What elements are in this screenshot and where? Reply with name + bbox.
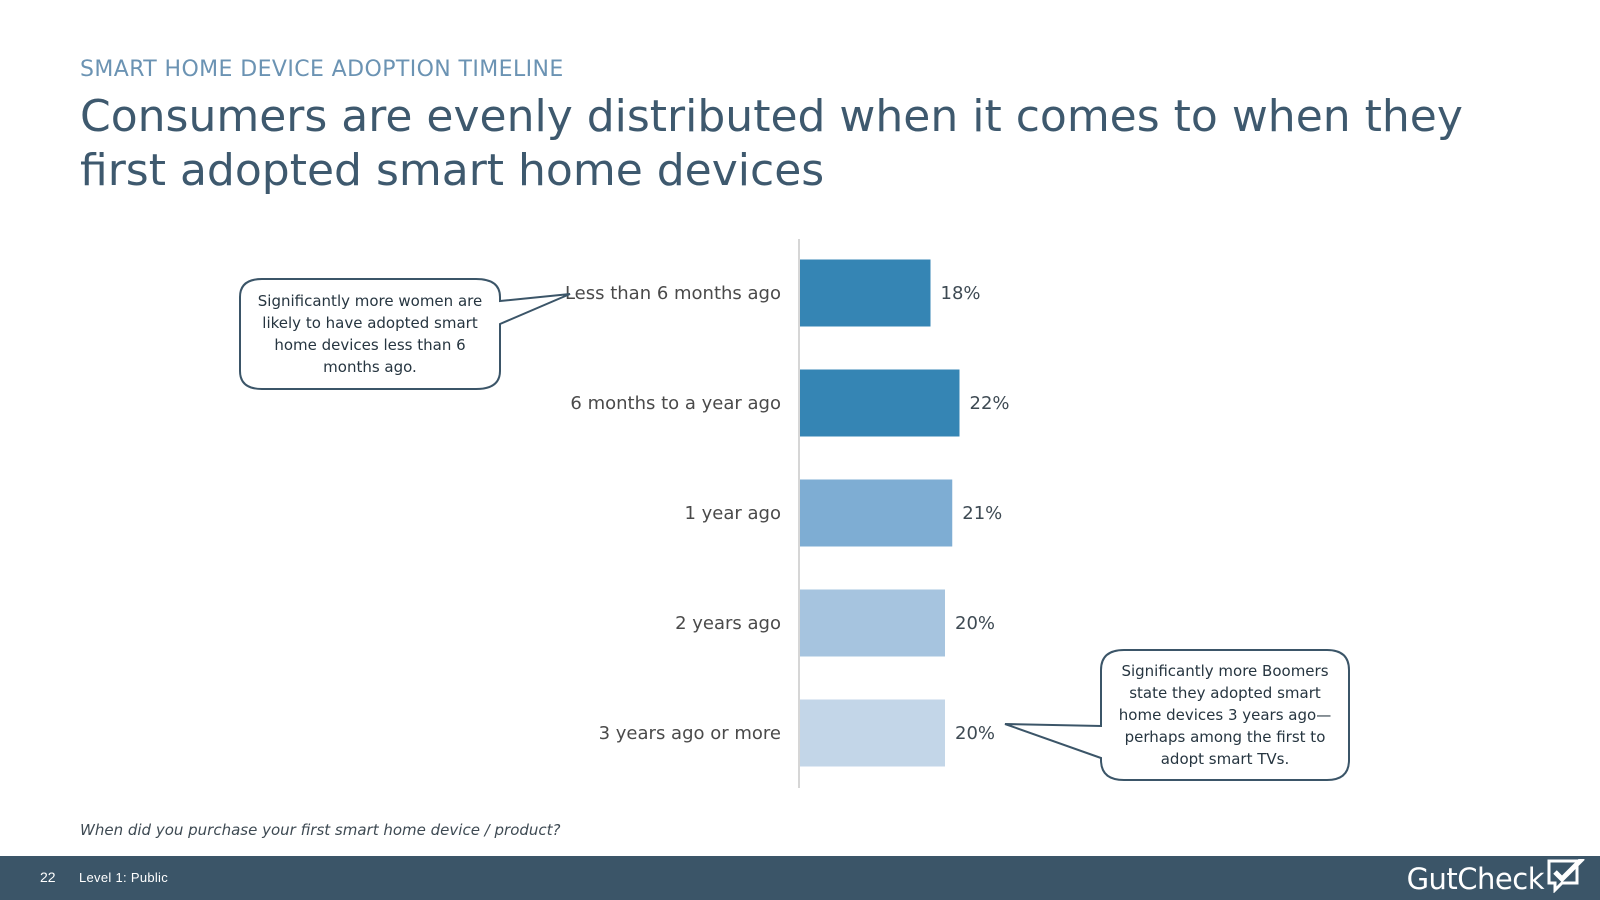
callout-women-bubble [239, 278, 571, 390]
category-label-1-year-ago: 1 year ago [684, 503, 781, 524]
bar-6-months-to-a-year-ago [800, 369, 960, 437]
survey-question: When did you purchase your first smart h… [80, 821, 561, 839]
brand-name: GutCheck [1406, 862, 1545, 896]
brand-logo: GutCheck [1406, 859, 1586, 898]
value-label-6-months-to-a-year-ago: 22% [970, 393, 1010, 414]
callout-boomers-text: Significantly more Boomers state they ad… [1118, 662, 1332, 768]
category-label-6-months-to-a-year-ago: 6 months to a year ago [570, 393, 781, 414]
slide-kicker: SMART HOME DEVICE ADOPTION TIMELINE [80, 57, 564, 82]
category-label-3-years-ago-or-more: 3 years ago or more [599, 723, 781, 744]
slide-headline: Consumers are evenly distributed when it… [80, 91, 1463, 196]
value-label-less-than-6-months-ago: 18% [941, 283, 981, 304]
checkmark-bubble-icon [1547, 859, 1585, 893]
page-number: 22 [40, 869, 56, 885]
footer-bar: 22 Level 1: Public GutCheck [0, 856, 1600, 900]
bar-2-years-ago [800, 589, 945, 657]
value-label-1-year-ago: 21% [962, 503, 1002, 524]
bar-less-than-6-months-ago [800, 259, 931, 327]
value-label-3-years-ago-or-more: 20% [955, 723, 995, 744]
callout-boomers-bubble [1004, 649, 1350, 781]
classification-label: Level 1: Public [79, 870, 169, 885]
callout-women-text: Significantly more women are likely to h… [257, 292, 483, 376]
value-label-2-years-ago: 20% [955, 613, 995, 634]
bars-group: Less than 6 months ago 18% 6 months to a y… [565, 259, 1010, 767]
category-label-less-than-6-months-ago: Less than 6 months ago [565, 283, 781, 304]
category-label-2-years-ago: 2 years ago [675, 613, 781, 634]
bar-3-years-ago-or-more [800, 699, 945, 767]
bar-1-year-ago [800, 479, 953, 547]
